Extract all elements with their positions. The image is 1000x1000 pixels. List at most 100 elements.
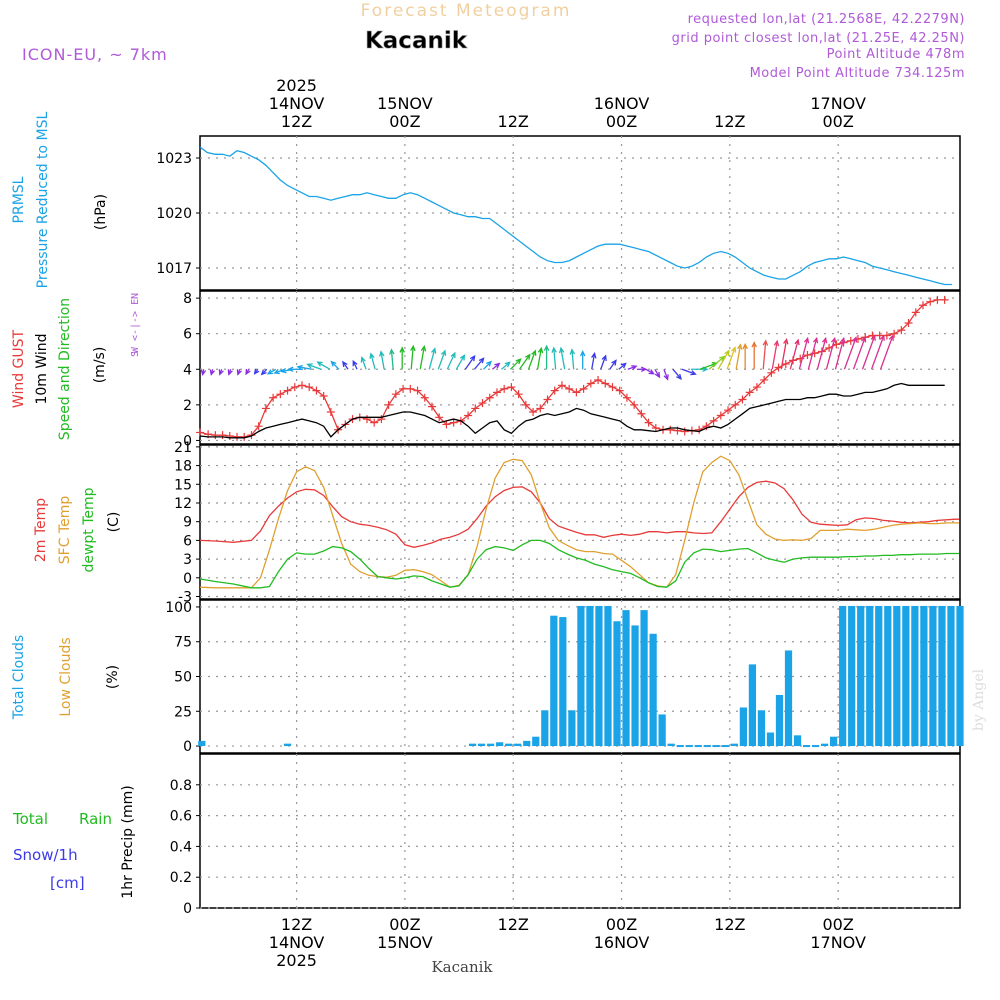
chart-subtitle: Forecast Meteogram (361, 1, 572, 21)
wind-arrow-head (379, 350, 385, 357)
top-time-label: 2025 (276, 76, 317, 95)
wind-arrow-shaft (825, 338, 836, 370)
wind-arrow-head (494, 362, 501, 369)
total-clouds-bar (893, 605, 901, 747)
wind-arrow-head (569, 348, 576, 355)
total-clouds-bar (613, 621, 621, 747)
footer-location: Kacanik (431, 958, 493, 976)
gust-marker (312, 386, 321, 395)
y-tick-label: 75 (174, 635, 192, 651)
wind-arrow-shaft (717, 350, 730, 370)
wind-arrow-head (459, 354, 466, 361)
wind-arrow (600, 354, 607, 370)
gust-marker (521, 400, 530, 409)
gust-marker (233, 432, 242, 441)
wind-speed-dir-label: Speed and Direction (57, 298, 73, 440)
wind-arrow-head (851, 336, 858, 343)
wind-arrow-head (287, 366, 294, 373)
total-clouds-bar (505, 743, 513, 747)
top-time-label: 00Z (606, 112, 637, 131)
wind-arrow-head (260, 369, 267, 376)
total-clouds-bar (920, 605, 928, 747)
wind-arrow (464, 354, 476, 370)
gust-marker (269, 393, 278, 402)
top-time-label: 15NOV (377, 94, 433, 113)
wind-arrow (742, 342, 748, 370)
total-clouds-bar (911, 605, 919, 747)
wind-arrow-shaft (455, 355, 465, 370)
wind-arrow-head (773, 339, 780, 347)
chart-title: Kacanik (365, 28, 468, 54)
wind-arrow (654, 368, 661, 379)
gust-marker (485, 393, 494, 402)
wind-arrow-shaft (297, 366, 313, 370)
wind-arrow (645, 368, 655, 375)
gust-marker (442, 420, 451, 429)
wind-arrow-head (601, 354, 607, 361)
wind-arrow (861, 334, 876, 370)
wind-arrow-head (879, 334, 885, 341)
gust-marker (261, 404, 270, 413)
temp-plot: -3 0 3 6 9 12 15 18 21 (174, 440, 961, 606)
top-time-label: 12Z (281, 112, 312, 131)
wind-arrow-head (558, 346, 565, 354)
sfc-temp-line (199, 455, 960, 589)
y-tick-label: 15 (174, 477, 192, 493)
total-clouds-bar (649, 633, 657, 747)
total-clouds-bar (532, 736, 540, 747)
wind-arrow-shaft (879, 335, 894, 370)
wind-arrow-shaft (762, 340, 767, 370)
info-altitude: Point Altitude 478m (827, 47, 965, 62)
wind-panel: Wind GUST 10m Wind Speed and Direction (… (11, 293, 141, 440)
gust-marker (391, 390, 400, 399)
gust-marker (557, 381, 566, 390)
total-clouds-bar (694, 745, 702, 748)
wind-arrow-head (200, 369, 207, 377)
total-clouds-bar (830, 736, 838, 747)
total-clouds-bar (730, 743, 738, 747)
gust-marker (218, 431, 227, 440)
gust-marker (767, 368, 776, 377)
wind-arrow-shaft (834, 338, 845, 370)
y-tick-label: 4 (183, 362, 192, 378)
wind-arrow (579, 349, 586, 370)
gust-marker (384, 400, 393, 409)
wind-arrow-shaft (473, 357, 485, 370)
wind-arrow (446, 351, 456, 370)
gust-marker (550, 386, 559, 395)
wind-arrow-head (280, 367, 287, 374)
total-clouds-bar (748, 664, 757, 747)
pressure-unit: (hPa) (93, 194, 109, 230)
wind-arrow (681, 368, 697, 376)
wind-arrow (253, 368, 260, 375)
wind-arrow (200, 369, 207, 377)
gust-marker (420, 393, 429, 402)
total-clouds-bar (685, 745, 693, 748)
total-clouds-bar (568, 710, 576, 747)
wind-arrow (473, 357, 485, 370)
wind-arrow-head (676, 373, 682, 380)
wind-arrow-head (209, 369, 216, 376)
wind-arrow (236, 369, 242, 376)
bottom-time-label: 12Z (714, 915, 745, 934)
top-time-label: 00Z (389, 112, 420, 131)
wind-arrow-head (306, 363, 313, 369)
total-clouds-bar (839, 605, 847, 747)
precip-unit: 1hr Precip (mm) (120, 785, 136, 898)
wind-10m-label: 10m Wind (34, 333, 50, 404)
total-clouds-bar (956, 605, 964, 747)
wind-arrow (510, 358, 522, 370)
wind-arrow-shaft (330, 361, 340, 370)
wind-arrow-shaft (771, 341, 778, 370)
y-tick-label: 1023 (156, 151, 192, 167)
total-clouds-bar (938, 605, 946, 747)
wind-arrow-shaft (410, 346, 414, 370)
wind-arrow (852, 336, 867, 370)
total-clouds-bar (775, 694, 784, 747)
temp-sfc-label: SFC Temp (57, 496, 73, 565)
y-tick-label: 8 (183, 291, 192, 307)
wind-arrow-shaft (798, 338, 809, 370)
total-clouds-bar (820, 743, 829, 747)
gust-marker (543, 395, 552, 404)
